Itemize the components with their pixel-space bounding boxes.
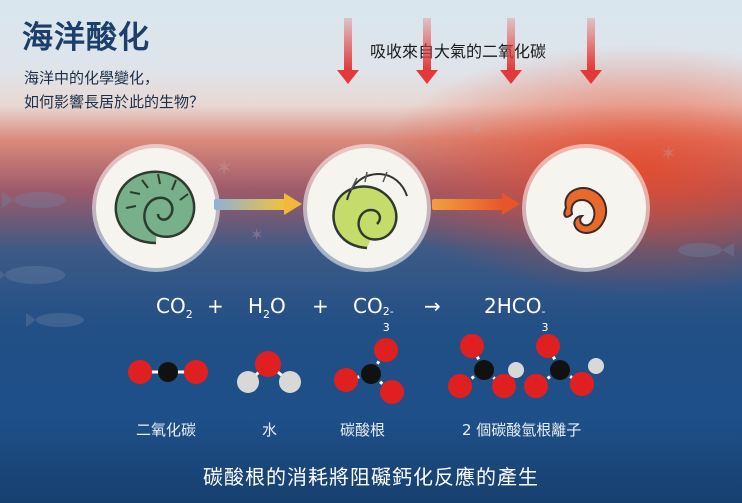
down-arrow-icon bbox=[337, 18, 359, 84]
bicarbonate-molecule-icon bbox=[448, 334, 524, 398]
bicarbonate-formula: 2HCO -3 bbox=[484, 294, 549, 334]
water-molecule-icon bbox=[237, 351, 301, 393]
dissolved-shell-circle bbox=[526, 148, 646, 268]
carbonate-molecule-icon bbox=[334, 338, 404, 404]
carbonate-label: 碳酸根 bbox=[340, 421, 386, 439]
co2-formula: CO2 bbox=[156, 294, 193, 321]
fish-silhouette bbox=[678, 243, 722, 257]
healthy-shell-circle bbox=[96, 148, 216, 268]
healthy-shell-icon bbox=[114, 170, 196, 245]
bicarbonate-label: 2 個碳酸氫根離子 bbox=[462, 421, 582, 439]
dissolved-shell-icon bbox=[563, 187, 608, 234]
h2o-formula: H2O bbox=[248, 294, 286, 321]
co2-label: 二氧化碳 bbox=[136, 421, 197, 439]
fish-tail bbox=[26, 313, 36, 327]
co2-molecule-icon bbox=[128, 360, 208, 384]
conclusion-text: 碳酸根的消耗將阻礙鈣化反應的產生 bbox=[203, 465, 539, 489]
molecule-models bbox=[128, 334, 604, 404]
absorb-co2-label: 吸收來自大氣的二氧化碳 bbox=[370, 42, 547, 61]
fish-silhouette bbox=[14, 192, 66, 208]
subtitle-line: 海洋中的化學變化， bbox=[24, 69, 160, 87]
down-arrow-icon bbox=[416, 18, 438, 84]
subtitle: 海洋中的化學變化， 如何影響長居於此的生物？ bbox=[24, 66, 204, 114]
process-arrow-icon bbox=[432, 193, 520, 215]
reaction-arrow: → bbox=[424, 294, 441, 318]
bicarbonate-molecule-icon bbox=[524, 334, 604, 398]
starfish-icon: ✶ bbox=[250, 225, 263, 244]
water-label: 水 bbox=[262, 421, 278, 439]
subtitle-line: 如何影響長居於此的生物？ bbox=[24, 93, 205, 111]
starfish-icon: ✶ bbox=[215, 156, 233, 181]
down-arrow-icon bbox=[500, 18, 522, 84]
fish-tail bbox=[0, 270, 5, 280]
process-arrow-icon bbox=[214, 193, 302, 215]
starfish-icon: ✶ bbox=[470, 119, 485, 140]
plus-sign: + bbox=[207, 294, 224, 318]
fish-silhouette bbox=[5, 266, 65, 284]
fish-tail bbox=[2, 192, 14, 208]
weakened-shell-icon bbox=[332, 171, 408, 250]
plus-sign: + bbox=[312, 294, 329, 318]
carbonate-formula: CO 2- 3 bbox=[353, 294, 394, 334]
fish-silhouette bbox=[36, 313, 84, 327]
page-title: 海洋酸化 bbox=[22, 20, 150, 56]
weakened-shell-circle bbox=[307, 148, 427, 268]
down-arrow-icon bbox=[580, 18, 602, 84]
fish-tail bbox=[722, 243, 734, 257]
starfish-icon: ✶ bbox=[660, 141, 677, 165]
